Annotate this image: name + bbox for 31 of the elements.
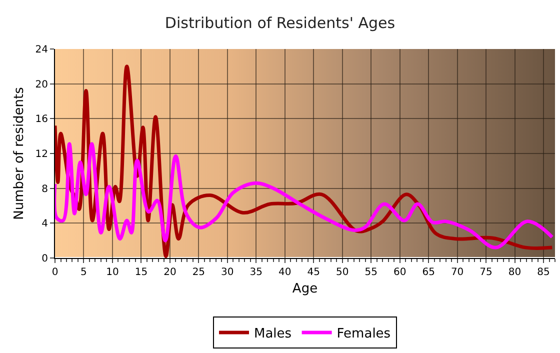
x-tick-label: 0 <box>52 267 58 278</box>
x-tick-label: 35 <box>250 267 263 278</box>
y-tick-label: 20 <box>35 79 48 90</box>
x-tick-label: 65 <box>422 267 435 278</box>
y-tick-label: 0 <box>42 254 48 264</box>
y-tick-label: 24 <box>35 44 48 56</box>
chart-title: Distribution of Residents' Ages <box>164 14 396 32</box>
y-tick-label: 12 <box>35 149 48 160</box>
y-tick-label: 4 <box>42 218 48 230</box>
x-tick-label: 10 <box>106 267 119 278</box>
x-tick-label: 55 <box>364 267 378 278</box>
x-tick-label: 5 <box>80 267 87 278</box>
x-tick-label: 70 <box>450 267 464 278</box>
x-tick-label: 60 <box>393 267 406 278</box>
legend-label: Females <box>336 326 391 342</box>
y-axis-title: Number of residents <box>12 86 28 220</box>
legend-label: Males <box>254 326 292 342</box>
x-tick-label: 15 <box>134 267 148 278</box>
y-tick-label: 8 <box>42 184 48 195</box>
x-tick-label: 80 <box>508 267 522 278</box>
x-tick-label: 85 <box>537 267 550 278</box>
x-axis-title: Age <box>292 282 318 297</box>
x-tick-label: 40 <box>278 267 292 278</box>
y-tick-label: 16 <box>35 114 48 126</box>
x-tick-label: 25 <box>192 267 206 278</box>
x-tick-label: 30 <box>221 267 234 278</box>
line-series <box>55 142 554 250</box>
x-tick-label: 50 <box>336 267 349 278</box>
x-tick-label: 45 <box>307 267 320 278</box>
x-tick-label: 75 <box>480 267 492 278</box>
x-tick-label: 20 <box>164 267 176 278</box>
